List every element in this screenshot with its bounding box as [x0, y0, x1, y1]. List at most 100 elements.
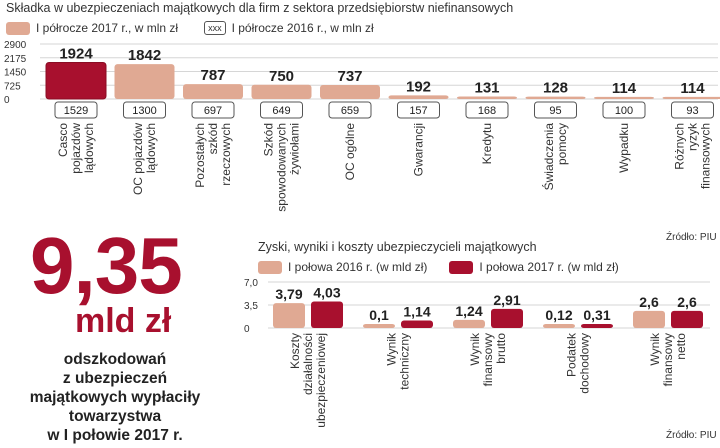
callout-line: towarzystwa [68, 408, 162, 425]
data-label-2016: 95 [549, 105, 561, 117]
top-bar-chart: 2900 2175 1450 725 0 1924 1529 Cascopojazdówląd… [4, 40, 720, 212]
y-tick-label: 3,5 [244, 301, 258, 312]
callout-description: odszkodowań z ubezpieczeń majątkowych wy… [15, 350, 215, 445]
bar-2017 [114, 64, 175, 99]
category-label: Gwarancji [412, 123, 426, 176]
bottom-legend: I połowa 2016 r. (w mld zł) I połowa 201… [258, 260, 619, 274]
category-label: Kosztydziałalnościubezpieczeniowej [288, 333, 328, 428]
bar-2017 [401, 320, 433, 328]
category-label: Kredytu [480, 123, 494, 164]
legend-swatch-2017 [6, 21, 30, 35]
value-box-2016 [602, 101, 646, 119]
y-tick-label: 0 [4, 95, 10, 106]
data-label-2016: 2,6 [639, 294, 659, 310]
category-label: Wynikfinansowybrutto [468, 332, 508, 386]
bar-2017 [594, 96, 654, 99]
callout-number: 9,35 [30, 221, 183, 310]
data-label-2016: 1300 [132, 105, 156, 117]
data-label-2017: 1842 [128, 47, 161, 64]
bar-2017 [491, 308, 523, 328]
data-label-2016: 157 [409, 105, 427, 117]
value-box-2016 [260, 101, 303, 119]
data-label-2016: 1529 [64, 105, 88, 117]
bar-2017 [671, 310, 703, 328]
bar-2016 [543, 324, 575, 328]
legend-swatch-2016 [258, 260, 282, 274]
data-label-2017: 787 [200, 67, 225, 84]
bar-2017 [662, 96, 720, 99]
data-label-2017: 0,31 [583, 307, 610, 323]
legend-label-2016: I półrocze 2016 r., w mln zł [231, 21, 374, 35]
callout-line: majątkowych wypłaciły [29, 389, 201, 406]
legend-swatch-2016: xxx [204, 21, 226, 35]
category-label: Szkódspowodowanychżywiołami [262, 123, 302, 212]
value-box-2016 [465, 101, 509, 119]
y-tick-label: 0 [244, 324, 250, 335]
bar-2017 [320, 85, 380, 99]
category-label: Podatekdochodowy [565, 332, 592, 394]
bar-2017 [525, 96, 586, 99]
data-label-2017: 4,03 [313, 285, 340, 301]
bar-2016 [633, 310, 665, 328]
top-legend: I półrocze 2017 r., w mln zł xxx I półro… [6, 21, 374, 35]
category-label: OC ogólne [343, 123, 357, 181]
callout-line: odszkodowań [63, 351, 167, 368]
data-label-2017: 1,14 [403, 304, 430, 320]
value-box-2016 [671, 101, 714, 119]
bar-2017 [45, 62, 107, 100]
data-label-2016: 3,79 [275, 286, 302, 302]
top-source: Źródło: PIU [666, 232, 717, 243]
data-label-2017: 2,6 [677, 294, 697, 310]
y-tick-label: 2175 [4, 54, 27, 65]
bar-2017 [388, 95, 449, 99]
data-label-2016: 649 [272, 105, 290, 117]
bar-2016 [453, 319, 485, 328]
y-tick-label: 2900 [4, 40, 27, 51]
top-chart-title: Składka w ubezpieczeniach majątkowych dl… [6, 1, 514, 15]
y-tick-label: 725 [4, 81, 21, 92]
category-label: Świadczeniapomocy [541, 123, 569, 191]
bottom-source: Źródło: PIU [666, 430, 717, 441]
legend-label-2017: I półrocze 2017 r., w mln zł [36, 21, 179, 35]
data-label-2016: 0,1 [369, 307, 389, 323]
data-label-2016: 659 [341, 105, 359, 117]
callout-unit: mld zł [75, 302, 172, 340]
legend-label-2017: I połowa 2017 r. (w mld zł) [479, 260, 619, 274]
value-box-2016 [54, 101, 98, 119]
callout-line: w I połowie 2017 r. [47, 427, 183, 444]
value-box-2016 [123, 101, 166, 119]
value-box-2016 [328, 101, 372, 119]
y-tick-label: 7,0 [244, 278, 258, 289]
legend-swatch-2017 [449, 260, 474, 274]
bottom-bar-chart: 7,0 3,5 0 3,79 4,03 Kosztydziałalnościubezpie… [244, 278, 710, 428]
value-box-2016 [397, 101, 440, 119]
data-label-2017: 114 [612, 80, 637, 97]
value-box-2016 [534, 101, 577, 119]
bar-2017 [183, 84, 243, 99]
category-label: Wyniktechniczny [385, 332, 412, 390]
data-label-2017: 750 [269, 68, 294, 85]
category-label: Cascopojazdówlądowych [56, 123, 96, 174]
bar-2016 [273, 303, 305, 328]
data-label-2017: 192 [406, 78, 431, 95]
bar-2017 [311, 301, 343, 328]
bar-2017 [581, 324, 613, 328]
category-label: Pozostałychszkódrzeczowych [193, 123, 233, 188]
callout-line: z ubezpieczeń [62, 370, 168, 387]
data-label-2017: 128 [543, 80, 568, 97]
data-label-2017: 737 [337, 68, 362, 85]
data-label-2017: 2,91 [493, 292, 520, 308]
data-label-2016: 93 [686, 105, 698, 117]
legend-label-2016: I połowa 2016 r. (w mld zł) [288, 260, 428, 274]
data-label-2016: 1,24 [455, 303, 482, 319]
data-label-2017: 1924 [59, 46, 93, 63]
data-label-2016: 697 [204, 105, 222, 117]
category-label: OC pojazdówlądowych [131, 123, 158, 195]
data-label-2016: 0,12 [545, 307, 572, 323]
y-tick-label: 1450 [4, 68, 27, 79]
data-label-2016: 100 [615, 105, 633, 117]
category-label: Wypadku [617, 123, 631, 173]
data-label-2017: 131 [474, 80, 499, 97]
data-label-2016: 168 [478, 105, 496, 117]
bar-2017 [251, 84, 312, 99]
